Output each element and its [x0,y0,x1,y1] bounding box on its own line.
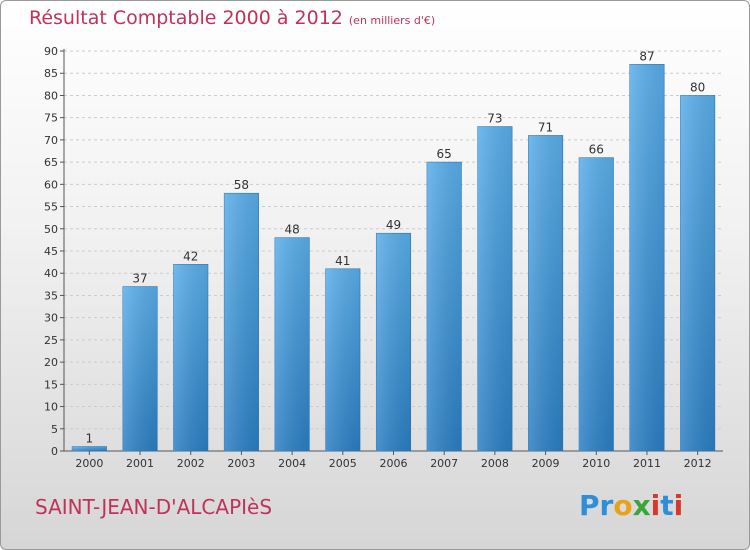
bar-shade-2010 [579,157,614,451]
x-tick-label-2004: 2004 [278,457,306,470]
bar-shade-2003 [224,193,259,451]
data-label-2007: 65 [437,147,452,161]
data-label-2000: 1 [86,432,94,446]
data-label-2005: 41 [335,254,350,268]
y-tick-label: 25 [44,334,58,347]
bar-shade-2002 [173,264,208,451]
y-tick-label: 40 [44,267,58,280]
y-tick-label: 70 [44,134,58,147]
x-tick-label-2000: 2000 [75,457,103,470]
x-tick-label-2005: 2005 [329,457,357,470]
bar-shade-2000 [72,446,107,451]
y-tick-label: 35 [44,289,58,302]
data-label-2006: 49 [386,218,401,232]
chart-subtitle: (en milliers d'€) [348,14,436,27]
bar-shade-2011 [629,64,665,452]
bar-shade-2006 [376,233,411,451]
y-tick-label: 30 [44,312,58,325]
chart-title: Résultat Comptable 2000 à 2012 (en millie… [29,7,435,29]
data-label-2009: 71 [538,120,553,134]
y-tick-label: 50 [44,223,58,236]
data-label-2010: 66 [589,143,604,157]
data-label-2001: 37 [132,272,147,286]
data-label-2002: 42 [183,249,198,263]
y-tick-label: 10 [44,401,58,414]
data-label-2008: 73 [487,112,502,126]
x-tick-label-2002: 2002 [177,457,205,470]
y-tick-label: 85 [44,67,58,80]
x-tick-label-2001: 2001 [126,457,154,470]
bar-shade-2004 [274,237,310,451]
y-tick-label: 55 [44,201,58,214]
data-label-2011: 87 [639,49,654,63]
bar-shade-2007 [426,162,462,451]
y-tick-label: 45 [44,245,58,258]
y-tick-label: 20 [44,356,58,369]
y-tick-label: 90 [44,45,58,58]
data-label-2004: 48 [284,223,299,237]
y-tick-label: 60 [44,178,58,191]
x-tick-label-2012: 2012 [684,457,712,470]
y-tick-label: 15 [44,378,58,391]
y-tick-label: 0 [51,445,58,458]
x-tick-label-2011: 2011 [633,457,661,470]
x-tick-label-2007: 2007 [430,457,458,470]
y-tick-label: 65 [44,156,58,169]
proxiti-logo: Proxiti [579,489,684,522]
bar-shade-2009 [528,135,563,451]
bar-shade-2008 [477,126,513,452]
x-tick-label-2006: 2006 [380,457,408,470]
data-label-2012: 80 [690,80,705,94]
y-tick-label: 80 [44,89,58,102]
bar-shade-2001 [122,286,158,451]
x-tick-label-2003: 2003 [227,457,255,470]
data-label-2003: 58 [234,178,249,192]
x-tick-label-2009: 2009 [532,457,560,470]
x-tick-label-2010: 2010 [582,457,610,470]
bar-shade-2005 [325,268,361,451]
y-tick-label: 5 [51,423,58,436]
chart-title-text: Résultat Comptable 2000 à 2012 [29,7,343,29]
x-tick-label-2008: 2008 [481,457,509,470]
y-tick-label: 75 [44,112,58,125]
bar-shade-2012 [680,95,715,451]
commune-name: SAINT-JEAN-D'ALCAPIèS [35,495,273,519]
